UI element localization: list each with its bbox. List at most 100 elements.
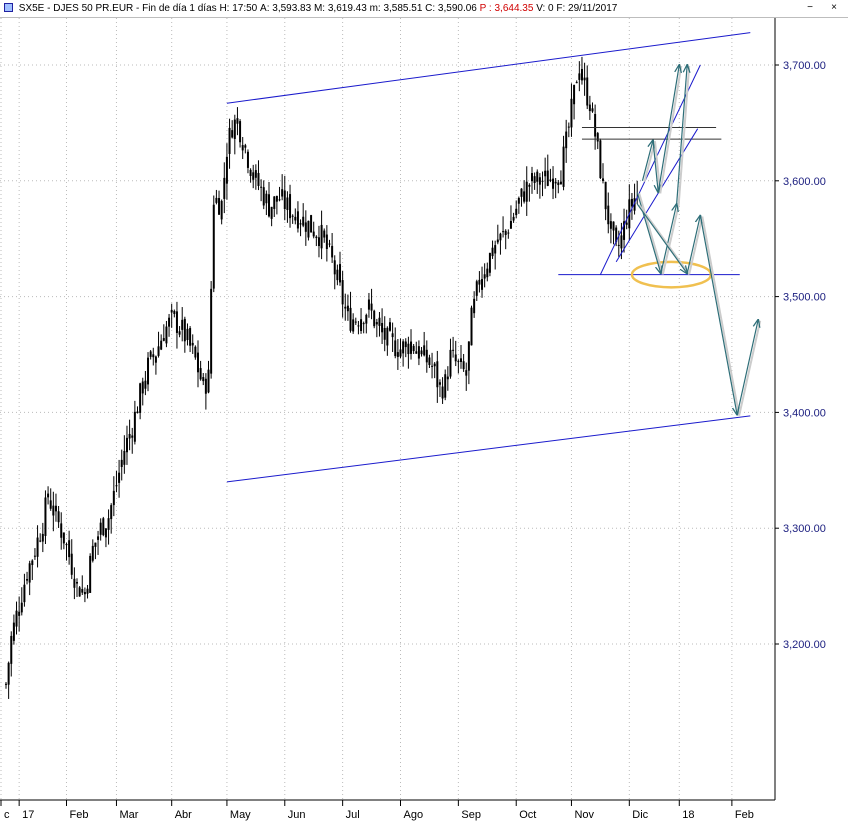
price-bar-body — [283, 190, 286, 210]
price-bar-body — [31, 560, 34, 566]
price-bar-body — [467, 341, 470, 371]
price-bar-body — [78, 587, 81, 597]
price-bar-body — [181, 319, 184, 330]
price-bar-body — [331, 245, 334, 258]
price-bar-body — [47, 493, 50, 498]
price-bar-body — [268, 194, 270, 217]
price-bar-body — [123, 450, 126, 465]
price-bar-body — [546, 170, 549, 186]
price-bar-body — [523, 191, 526, 202]
price-bar-body — [233, 119, 236, 139]
price-bar-body — [352, 319, 355, 332]
price-bar-body — [5, 683, 7, 685]
price-bar-body — [491, 247, 494, 257]
price-bar-body — [570, 98, 573, 128]
price-bar-body — [580, 68, 583, 81]
price-bar-body — [18, 611, 21, 616]
minimize-button[interactable]: − — [807, 2, 813, 13]
price-bar-body — [623, 221, 626, 240]
high-value: M: 3,619.43 — [313, 3, 367, 14]
price-bar-body — [452, 349, 455, 351]
price-bar-body — [365, 314, 368, 324]
price-bar-body — [578, 73, 581, 80]
x-tick-label: Oct — [519, 809, 536, 821]
price-bar-body — [583, 77, 586, 81]
price-bar-body — [62, 532, 65, 544]
y-tick-label: 3,200.00 — [783, 639, 826, 651]
price-bar-body — [168, 317, 171, 327]
price-bar-body — [97, 536, 100, 540]
projection-arrow-shadow — [701, 216, 741, 416]
price-bar-body — [383, 327, 386, 340]
price-bar-body — [346, 305, 349, 312]
price-bar-body — [86, 588, 89, 594]
price-bar-body — [446, 376, 449, 380]
price-bar-body — [296, 211, 299, 229]
price-bar-body — [196, 352, 199, 373]
price-bar-body — [617, 244, 620, 246]
price-bar-body — [281, 189, 284, 197]
price-bar-body — [83, 592, 86, 595]
x-tick-label: May — [230, 809, 251, 821]
price-bar-body — [131, 435, 134, 438]
price-bar-body — [41, 533, 44, 542]
price-bar-body — [144, 380, 147, 389]
chart-icon — [4, 3, 13, 12]
price-bar-body — [204, 378, 207, 394]
price-bar-body — [125, 437, 128, 453]
price-bar-body — [328, 243, 331, 245]
price-bar-body — [538, 177, 541, 185]
projection-arrow — [686, 216, 700, 274]
price-bar-body — [399, 349, 402, 357]
price-bar-body — [231, 130, 234, 138]
price-bar-body — [15, 610, 18, 627]
price-bar-body — [596, 133, 599, 142]
price-bar-body — [39, 540, 42, 542]
close-button[interactable]: × — [831, 2, 837, 13]
price-bar-body — [559, 181, 562, 185]
projection-arrow — [676, 65, 688, 205]
price-bar-body — [91, 545, 94, 561]
price-bar-body — [278, 199, 281, 201]
price-bar-body — [241, 145, 244, 151]
price-bar-body — [333, 260, 336, 275]
projection-arrow — [636, 192, 661, 273]
price-bar-body — [36, 537, 39, 557]
price-bar-body — [49, 500, 52, 509]
price-bar-body — [141, 381, 144, 394]
price-bar-body — [207, 369, 210, 393]
projection-arrow-shadow — [638, 204, 690, 276]
price-bar-body — [412, 345, 415, 352]
price-bar-body — [170, 309, 173, 313]
price-bar-body — [404, 341, 407, 348]
y-tick-label: 3,400.00 — [783, 407, 826, 419]
price-bar-body — [246, 151, 249, 168]
price-bar-body — [20, 602, 23, 613]
price-bar-body — [244, 145, 247, 148]
price-bar-body — [478, 279, 481, 285]
channel-upper-line — [226, 32, 751, 104]
price-bar-body — [494, 245, 497, 254]
price-bar-body — [360, 319, 363, 331]
price-bar-body — [396, 352, 399, 357]
price-bar-body — [254, 170, 257, 178]
price-bar-body — [110, 505, 113, 520]
price-bar-body — [483, 274, 486, 279]
price-bar-body — [139, 383, 142, 413]
wedge-line — [615, 128, 699, 263]
price-bar-body — [147, 357, 150, 385]
price-bar-body — [23, 584, 26, 603]
price-bar-body — [265, 193, 268, 204]
price-bar-body — [599, 140, 602, 178]
price-bar-body — [323, 230, 326, 238]
pointer-value: P : 3,644.35 — [479, 3, 534, 14]
price-bar-body — [436, 361, 439, 388]
price-bar-body — [310, 215, 313, 233]
price-bar-body — [202, 377, 205, 382]
price-bar-body — [341, 280, 344, 305]
price-bar-body — [594, 113, 597, 137]
projection-arrow — [657, 65, 679, 193]
price-bar-body — [225, 156, 228, 184]
price-bar-body — [504, 230, 507, 236]
